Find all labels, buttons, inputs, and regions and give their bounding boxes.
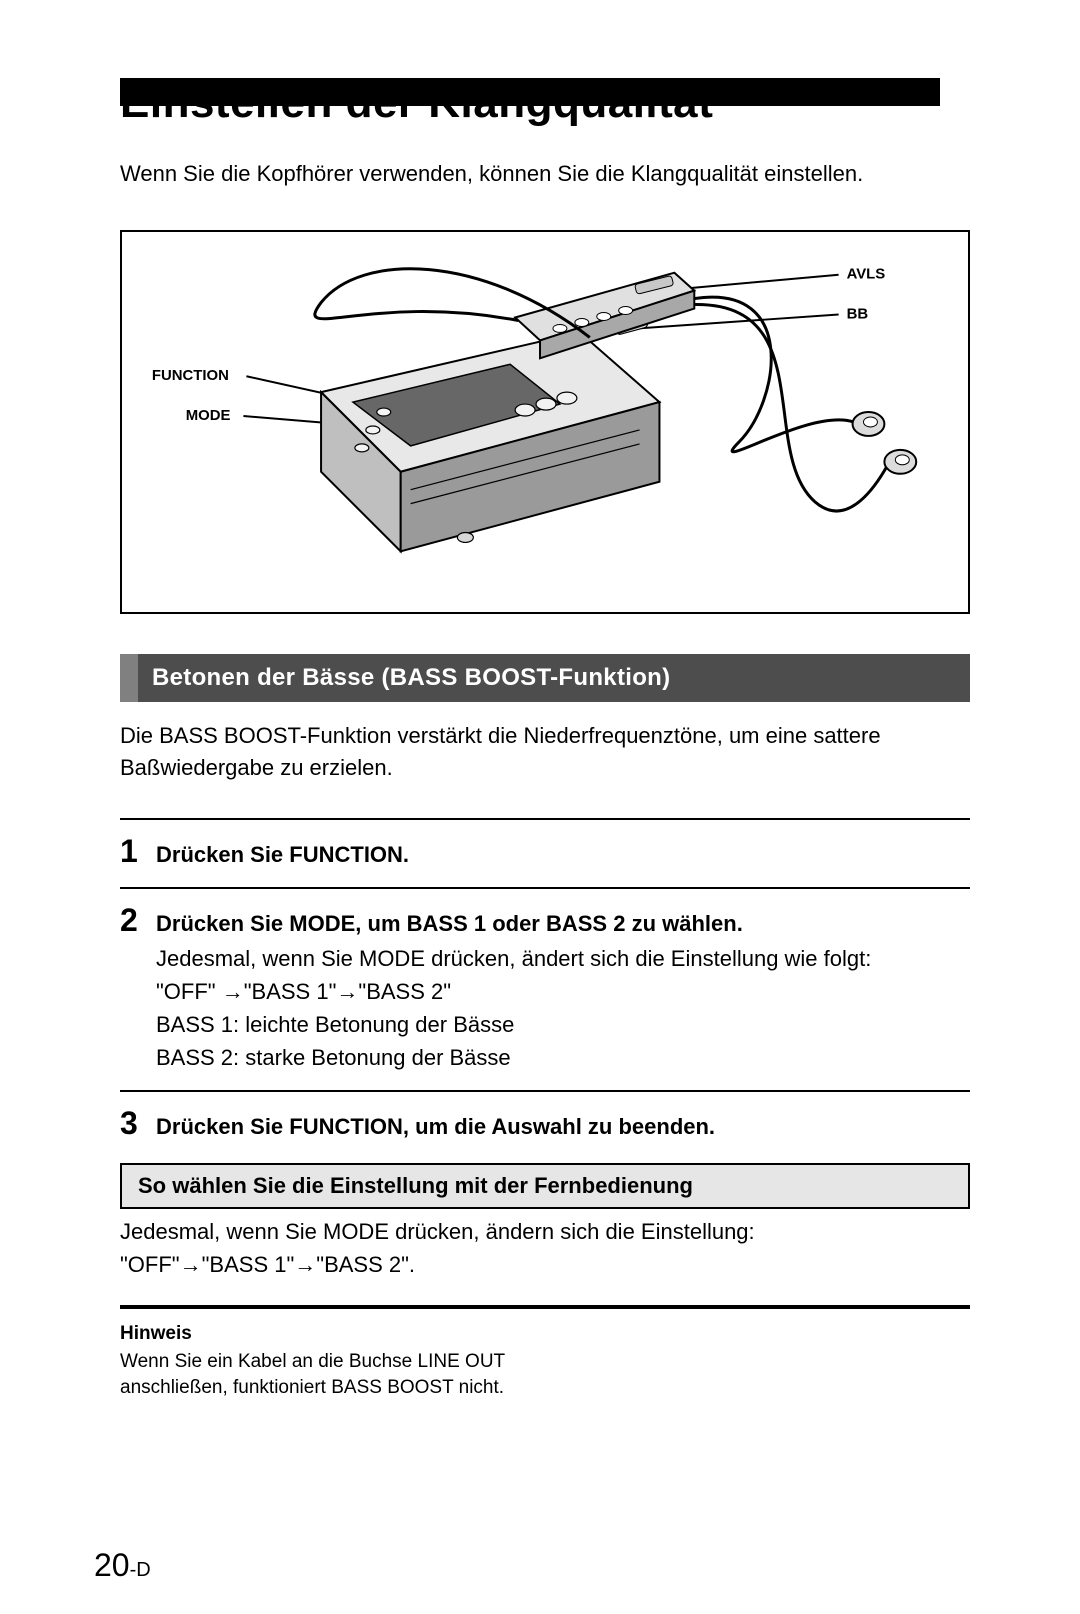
- section-heading-text: Betonen der Bässe (BASS BOOST-Funktion): [138, 654, 970, 702]
- sub-heading: So wählen Sie die Einstellung mit der Fe…: [120, 1163, 970, 1209]
- hinweis-body: Wenn Sie ein Kabel an die Buchse LINE OU…: [120, 1349, 540, 1402]
- step-title: Drücken Sie FUNCTION, um die Auswahl zu …: [156, 1110, 970, 1143]
- step-title: Drücken Sie FUNCTION.: [156, 838, 970, 871]
- top-black-tab: [120, 78, 940, 106]
- hinweis-label: Hinweis: [120, 1323, 540, 1345]
- step-3: 3 Drücken Sie FUNCTION, um die Auswahl z…: [120, 1090, 970, 1153]
- earbuds: [853, 412, 917, 474]
- hinweis-block: Hinweis Wenn Sie ein Kabel an die Buchse…: [120, 1323, 540, 1402]
- page-number-suffix: -D: [130, 1559, 151, 1581]
- manual-page: Einstellen der Klangqualität Wenn Sie di…: [0, 78, 1080, 1614]
- section-body: Die BASS BOOST-Funktion verstärkt die Ni…: [120, 720, 970, 784]
- page-number-big: 20: [94, 1547, 130, 1583]
- label-mode: MODE: [186, 407, 231, 424]
- step-number: 2: [120, 903, 156, 938]
- section-accent: [120, 654, 138, 702]
- player-body: [321, 315, 659, 551]
- section-heading: Betonen der Bässe (BASS BOOST-Funktion): [120, 654, 970, 702]
- step-detail: Jedesmal, wenn Sie MODE drücken, ändert …: [156, 942, 970, 1074]
- divider-thick: [120, 1305, 970, 1309]
- step-1: 1 Drücken Sie FUNCTION.: [120, 818, 970, 887]
- intro-paragraph: Wenn Sie die Kopfhörer verwenden, können…: [120, 158, 970, 190]
- sub-body: Jedesmal, wenn Sie MODE drücken, ändern …: [120, 1215, 970, 1281]
- device-diagram: AVLS BB FUNCTION MODE: [120, 230, 970, 614]
- step-2: 2 Drücken Sie MODE, um BASS 1 oder BASS …: [120, 887, 970, 1090]
- remote-controller: [515, 273, 694, 359]
- step-number: 1: [120, 834, 156, 869]
- label-avls: AVLS: [847, 266, 886, 283]
- label-function: FUNCTION: [152, 367, 229, 384]
- step-title: Drücken Sie MODE, um BASS 1 oder BASS 2 …: [156, 907, 970, 940]
- steps-list: 1 Drücken Sie FUNCTION. 2 Drücken Sie MO…: [120, 818, 970, 1153]
- label-bb: BB: [847, 305, 869, 322]
- step-number: 3: [120, 1106, 156, 1141]
- page-number: 20-D: [94, 1547, 151, 1584]
